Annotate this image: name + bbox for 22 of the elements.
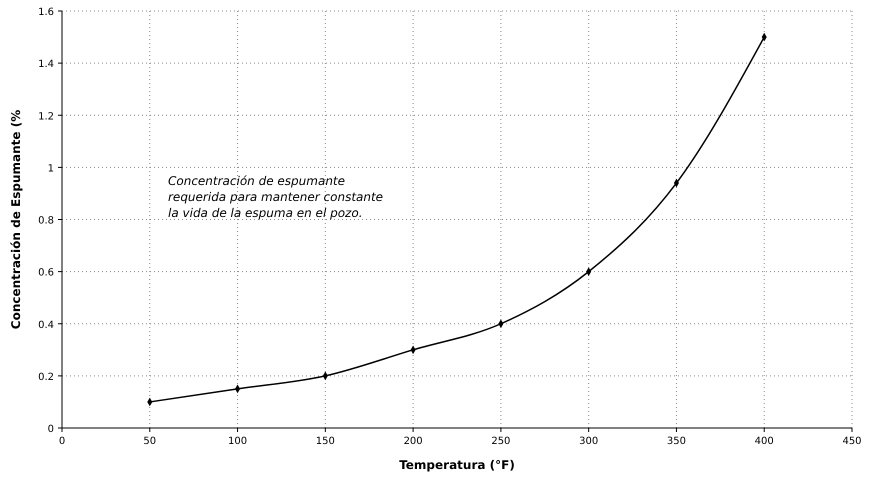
x-tick-label: 350 [666,436,686,447]
x-tick-label: 150 [316,436,335,447]
x-tick-label: 250 [491,436,510,447]
y-tick-label: 0.2 [38,372,54,383]
y-tick-label: 1.6 [38,7,54,18]
y-tick-label: 0.8 [38,216,54,226]
x-tick-label: 450 [842,436,862,447]
y-tick-label: 0 [48,424,54,435]
x-tick-label: 0 [58,436,66,447]
y-tick-label: 0.4 [38,320,54,331]
y-tick-label: 1.4 [38,59,54,70]
x-tick-label: 200 [404,436,423,447]
x-tick-label: 400 [754,436,774,447]
x-tick-label: 100 [228,436,248,447]
y-tick-label: 1.2 [38,111,54,122]
annotation: Concentración de espumante requerida para mantener constante la vida de la espuma en el pozo. [168,174,384,220]
x-axis-title: Temperatura (°F) [399,458,515,472]
y-tick-label: 1 [48,163,54,174]
x-tick-label: 50 [143,436,156,447]
y-axis-title: Concentración de Espumante (% [9,110,23,330]
y-tick-label: 0.6 [38,268,54,279]
x-tick-label: 300 [579,436,598,447]
